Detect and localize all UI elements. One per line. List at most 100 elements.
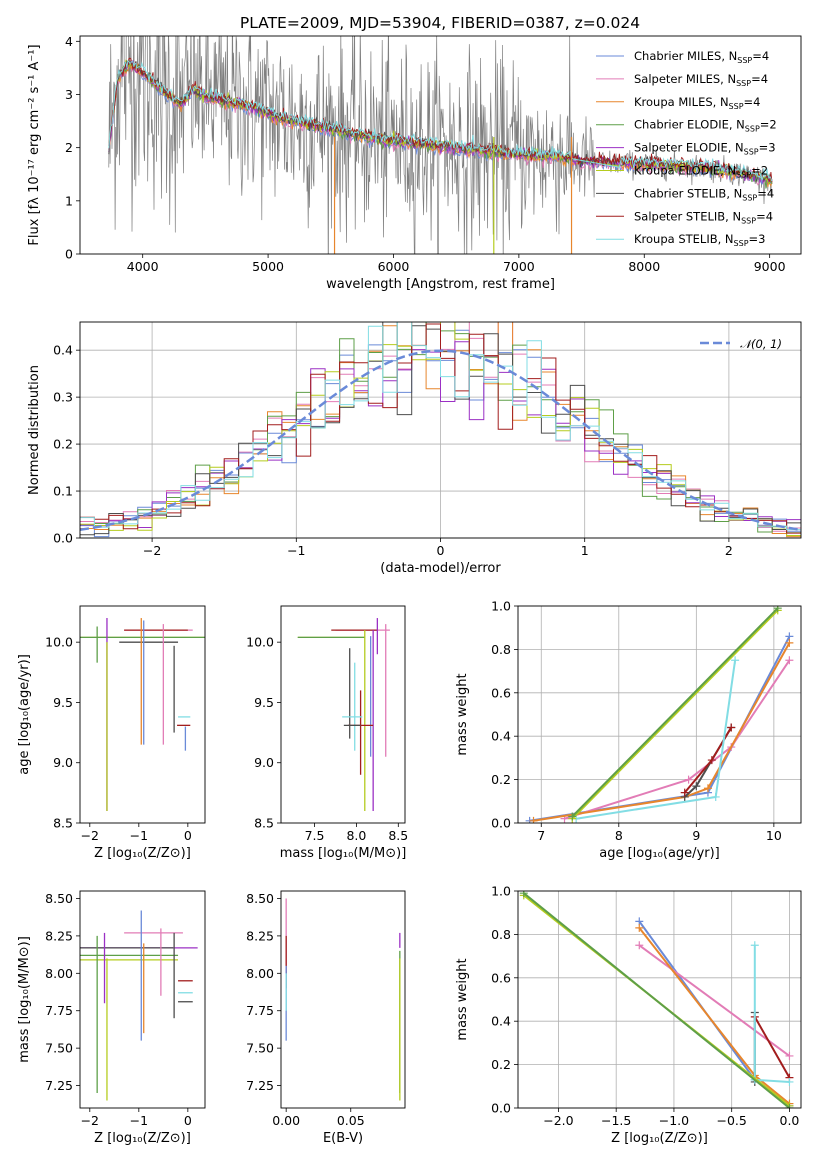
weight-line	[576, 660, 737, 820]
x-tick-label: −1.0	[659, 1113, 689, 1128]
legend-subscript: SSP	[737, 56, 752, 65]
y-tick-label: 7.75	[45, 1003, 73, 1018]
legend-nssp: =4	[757, 186, 774, 200]
weight-point	[680, 788, 689, 797]
weight-point	[635, 923, 644, 932]
legend-nssp: =2	[751, 164, 768, 178]
x-tick-label: −1	[287, 543, 305, 558]
legend-nssp: =3	[759, 141, 776, 155]
legend-name: Salpeter ELODIE, N	[634, 141, 744, 155]
x-tick-label: −1	[130, 828, 148, 843]
x-tick-label: 8.0	[346, 828, 366, 843]
x-tick-label: 0.05	[337, 1113, 365, 1128]
x-tick-label: −2.0	[543, 1113, 573, 1128]
y-tick-label: 7.25	[45, 1078, 73, 1093]
y-tick-label: 1.0	[491, 884, 511, 899]
legend-name: Kroupa STELIB, N	[634, 232, 734, 246]
legend-entry: Salpeter STELIB, NSSP=4	[634, 209, 773, 225]
x-tick-label: 9000	[754, 259, 786, 274]
y-tick-label: 10.0	[246, 635, 274, 650]
histogram-7	[80, 323, 801, 534]
legend-entry: Chabrier STELIB, NSSP=4	[634, 186, 774, 202]
y-tick-label: 7.25	[246, 1078, 274, 1093]
weight-point	[684, 775, 693, 784]
weight-line	[638, 927, 791, 1105]
legend-name: Kroupa ELODIE, N	[634, 164, 736, 178]
y-tick-label: 0.0	[491, 816, 511, 831]
x-axis-label: E(B-V)	[323, 1131, 363, 1146]
x-tick-label: 7.5	[305, 828, 325, 843]
mass-vs-ebv-plot-area	[285, 898, 401, 1101]
y-tick-label: 0.8	[491, 927, 511, 942]
y-axis-label: Flux [fλ 10⁻¹⁷ erg cm⁻² s⁻¹ A⁻¹]	[27, 44, 42, 245]
y-axis-label: age [log₁₀(age/yr)]	[17, 654, 32, 775]
y-tick-label: 1.0	[491, 599, 511, 614]
model-spectrum-8	[108, 59, 773, 182]
weight-point	[707, 756, 716, 765]
x-tick-label: 7	[537, 828, 545, 843]
y-tick-label: 9.5	[254, 695, 274, 710]
y-tick-label: 0.2	[53, 437, 73, 452]
model-spectrum-4	[108, 60, 773, 185]
axes-frame	[517, 890, 802, 1109]
y-tick-label: 8.5	[254, 816, 274, 831]
x-axis-label: wavelength [Angstrom, rest frame]	[326, 277, 555, 292]
normal-curve	[80, 349, 801, 532]
legend-entry: Kroupa MILES, NSSP=4	[634, 95, 760, 111]
legend-nssp: =4	[752, 49, 769, 63]
y-tick-label: 0.1	[53, 484, 73, 499]
x-tick-label: 2	[725, 543, 733, 558]
legend-entry: Salpeter MILES, NSSP=4	[634, 72, 768, 88]
x-tick-label: 9	[692, 828, 700, 843]
x-axis-label: Z [log₁₀(Z/Z⊙)]	[611, 1131, 708, 1146]
weight-point	[711, 792, 720, 801]
y-tick-label: 0.0	[53, 531, 73, 546]
legend-entry: Chabrier ELODIE, NSSP=2	[634, 118, 777, 134]
y-tick-label: 3	[65, 87, 73, 102]
legend-subscript: SSP	[744, 148, 759, 157]
y-tick-label: 7.75	[246, 1003, 274, 1018]
weight-point	[727, 723, 736, 732]
y-axis-label: Normed distribution	[27, 365, 42, 495]
age-vs-mass-plot-area	[297, 618, 390, 811]
x-tick-label: 7000	[503, 259, 535, 274]
age-vs-Z-plot-area	[80, 618, 205, 811]
y-tick-label: 8.00	[45, 966, 73, 981]
x-axis-label: Z [log₁₀(Z/Z⊙)]	[94, 846, 191, 861]
y-tick-label: 0.4	[491, 729, 511, 744]
figure-title: PLATE=2009, MJD=53904, FIBERID=0387, z=0…	[240, 14, 640, 32]
legend-name: Chabrier MILES, N	[634, 49, 737, 63]
x-tick-label: 4000	[127, 259, 159, 274]
legend-name: Salpeter STELIB, N	[634, 209, 741, 223]
legend-nssp: =2	[760, 118, 777, 132]
y-tick-label: 9.5	[53, 695, 73, 710]
x-tick-label: 0.0	[780, 1113, 800, 1128]
y-tick-label: 2	[65, 140, 73, 155]
legend-subscript: SSP	[734, 239, 749, 248]
legend-nssp: =4	[756, 209, 773, 223]
y-tick-label: 0.4	[53, 343, 73, 358]
y-tick-label: 0.4	[491, 1014, 511, 1029]
x-tick-label: 8.5	[388, 828, 408, 843]
legend-entry: 𝒩(0, 1)	[740, 337, 782, 351]
weight-line	[564, 659, 791, 820]
weight-point	[519, 891, 528, 898]
weight-point	[750, 941, 759, 950]
y-axis-label: mass weight	[455, 958, 470, 1040]
mass-vs-ebv-panel: 0.00 0.05 7.25 7.50 7.75 8.00 8.25 8.50 E(B-V)	[246, 890, 406, 1146]
y-tick-label: 8.25	[45, 928, 73, 943]
histogram-5	[80, 322, 801, 536]
y-tick-label: 4	[65, 34, 73, 49]
weight-line	[523, 892, 791, 1108]
y-tick-label: 0.6	[491, 685, 511, 700]
y-tick-label: 0.3	[53, 390, 73, 405]
legend-nssp: =4	[751, 72, 768, 86]
y-tick-label: 7.50	[246, 1041, 274, 1056]
y-tick-label: 9.0	[53, 755, 73, 770]
legend-name: Chabrier STELIB, N	[634, 186, 742, 200]
weight-point	[785, 656, 794, 665]
legend-entry: Kroupa ELODIE, NSSP=2	[634, 164, 768, 180]
age-vs-Z-panel: −2 −1 0 8.5 9.0 9.5 10.0 Z [log₁₀(Z/Z⊙)] age [lo…	[17, 605, 206, 861]
